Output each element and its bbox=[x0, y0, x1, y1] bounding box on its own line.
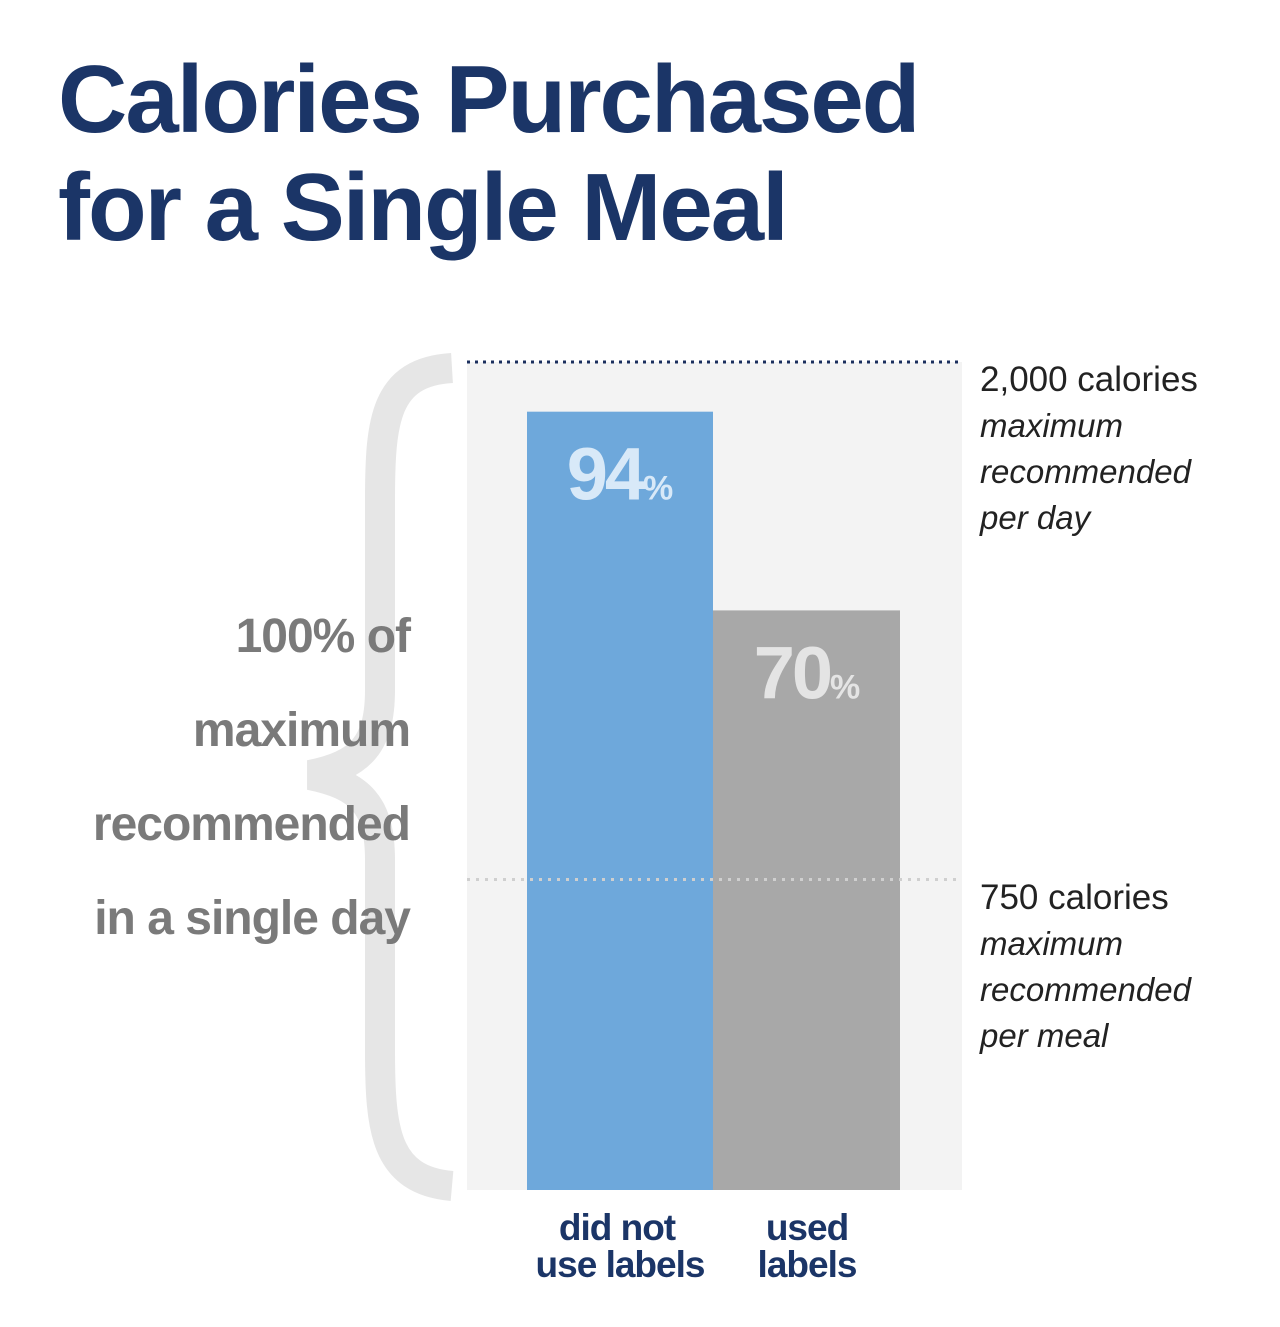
left-label-line: in a single day bbox=[94, 892, 411, 945]
annotation-line: recommended bbox=[980, 453, 1193, 490]
chart-title-line2: for a Single Meal bbox=[58, 154, 787, 261]
chart-title-line1: Calories Purchased bbox=[58, 46, 918, 153]
bar-did-not-use-labels bbox=[527, 411, 713, 1190]
annotation-title: 2,000 calories bbox=[980, 360, 1198, 399]
category-label: used bbox=[766, 1207, 848, 1248]
annotation-title: 750 calories bbox=[980, 878, 1169, 917]
category-label: did not bbox=[559, 1207, 676, 1248]
category-label: use labels bbox=[536, 1244, 705, 1285]
annotation-line: recommended bbox=[980, 971, 1193, 1008]
annotation-line: maximum bbox=[980, 925, 1123, 962]
bar-used-labels bbox=[713, 610, 900, 1190]
data-label-used-labels: 70% bbox=[754, 631, 861, 714]
annotation-line: maximum bbox=[980, 407, 1123, 444]
left-label-line: recommended bbox=[93, 798, 410, 851]
category-label: labels bbox=[758, 1244, 857, 1285]
annotation-line: per meal bbox=[979, 1017, 1110, 1054]
brace bbox=[306, 353, 454, 1201]
data-label-did-not-use-labels: 94% bbox=[567, 433, 674, 516]
annotation-meal: 750 calories maximum recommended per mea… bbox=[979, 878, 1193, 1054]
left-label-line: 100% of bbox=[236, 610, 412, 663]
left-label: 100% of maximum recommended in a single … bbox=[93, 610, 413, 945]
left-label-line: maximum bbox=[193, 704, 410, 757]
annotation-daily: 2,000 calories maximum recommended per d… bbox=[979, 360, 1198, 536]
annotation-line: per day bbox=[979, 499, 1093, 536]
